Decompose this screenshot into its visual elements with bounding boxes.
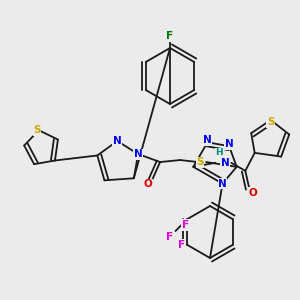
Text: S: S — [196, 157, 204, 167]
Text: F: F — [182, 220, 189, 230]
Text: N: N — [113, 136, 122, 146]
Text: H: H — [215, 148, 223, 157]
Text: F: F — [167, 31, 174, 41]
Text: F: F — [166, 232, 173, 242]
Text: O: O — [144, 179, 152, 189]
Text: N: N — [221, 158, 230, 168]
Text: S: S — [33, 125, 40, 135]
Text: N: N — [218, 179, 227, 189]
Text: N: N — [225, 139, 233, 149]
Text: F: F — [178, 240, 185, 250]
Text: N: N — [134, 149, 142, 159]
Text: N: N — [203, 135, 212, 145]
Text: S: S — [267, 117, 274, 127]
Text: O: O — [249, 188, 258, 198]
